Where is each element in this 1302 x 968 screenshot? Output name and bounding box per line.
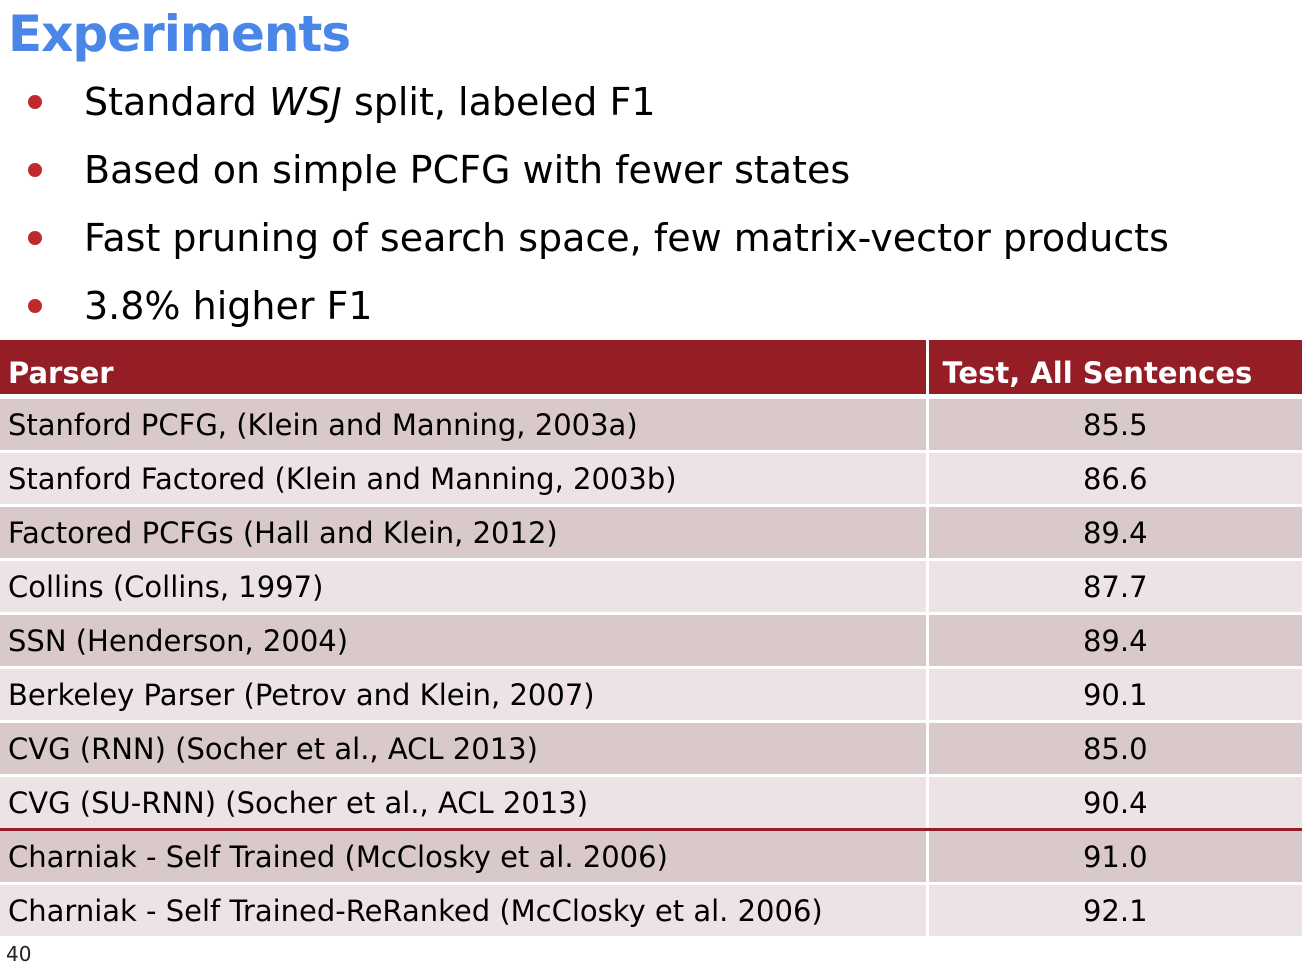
bullet-dot-icon xyxy=(28,299,42,313)
parser-cell: Collins (Collins, 1997) xyxy=(0,559,929,615)
table-row: Charniak - Self Trained (McClosky et al.… xyxy=(0,829,1302,885)
slide-number: 40 xyxy=(6,942,32,966)
score-cell: 89.4 xyxy=(927,613,1302,669)
table-row: CVG (RNN) (Socher et al., ACL 2013) 85.0 xyxy=(0,721,1302,777)
bullet-item: Based on simple PCFG with fewer states xyxy=(0,136,1302,204)
table-row: Stanford PCFG, (Klein and Manning, 2003a… xyxy=(0,396,1302,453)
table-row: SSN (Henderson, 2004) 89.4 xyxy=(0,613,1302,669)
score-cell: 91.0 xyxy=(927,829,1302,885)
table-header-row: Parser Test, All Sentences xyxy=(0,340,1302,399)
bullet-list: Standard WSJ split, labeled F1 Based on … xyxy=(0,68,1302,340)
bullet-text: Based on simple PCFG with fewer states xyxy=(84,148,851,192)
bullet-item: Standard WSJ split, labeled F1 xyxy=(0,68,1302,136)
parser-cell: Berkeley Parser (Petrov and Klein, 2007) xyxy=(0,667,929,723)
score-cell: 92.1 xyxy=(927,883,1302,939)
parser-cell: Factored PCFGs (Hall and Klein, 2012) xyxy=(0,505,929,561)
parser-cell: CVG (RNN) (Socher et al., ACL 2013) xyxy=(0,721,929,777)
table-row: Factored PCFGs (Hall and Klein, 2012) 89… xyxy=(0,505,1302,561)
score-cell: 85.5 xyxy=(927,396,1302,453)
results-table: Parser Test, All Sentences Stanford PCFG… xyxy=(0,340,1302,939)
bullet-text: 3.8% higher F1 xyxy=(84,284,373,328)
table-row: Charniak - Self Trained-ReRanked (McClos… xyxy=(0,883,1302,939)
bullet-text: Fast pruning of search space, few matrix… xyxy=(84,216,1169,260)
bullet-text: Standard WSJ split, labeled F1 xyxy=(84,68,656,136)
score-cell: 89.4 xyxy=(927,505,1302,561)
bullet-item: 3.8% higher F1 xyxy=(0,272,1302,340)
bullet-text-part: split, labeled F1 xyxy=(341,80,656,124)
slide-title: Experiments xyxy=(8,5,351,63)
bullet-dot-icon xyxy=(28,163,42,177)
parser-cell: Stanford Factored (Klein and Manning, 20… xyxy=(0,451,929,507)
table-row: Collins (Collins, 1997) 87.7 xyxy=(0,559,1302,615)
score-cell: 86.6 xyxy=(927,451,1302,507)
parser-cell: SSN (Henderson, 2004) xyxy=(0,613,929,669)
score-cell: 85.0 xyxy=(927,721,1302,777)
score-cell: 90.1 xyxy=(927,667,1302,723)
bullet-dot-icon xyxy=(28,95,42,109)
bullet-text-part: Standard xyxy=(84,80,269,124)
parser-cell: Stanford PCFG, (Klein and Manning, 2003a… xyxy=(0,396,929,453)
parser-cell: Charniak - Self Trained-ReRanked (McClos… xyxy=(0,883,929,939)
table-row: CVG (SU-RNN) (Socher et al., ACL 2013) 9… xyxy=(0,775,1302,831)
parser-cell: Charniak - Self Trained (McClosky et al.… xyxy=(0,829,929,885)
score-cell: 90.4 xyxy=(927,775,1302,831)
bullet-item: Fast pruning of search space, few matrix… xyxy=(0,204,1302,272)
column-header-score: Test, All Sentences xyxy=(927,340,1302,399)
parser-cell: CVG (SU-RNN) (Socher et al., ACL 2013) xyxy=(0,775,929,831)
bullet-text-emphasis: WSJ xyxy=(268,80,342,124)
score-cell: 87.7 xyxy=(927,559,1302,615)
table-row: Berkeley Parser (Petrov and Klein, 2007)… xyxy=(0,667,1302,723)
table-row: Stanford Factored (Klein and Manning, 20… xyxy=(0,451,1302,507)
bullet-dot-icon xyxy=(28,231,42,245)
column-header-parser: Parser xyxy=(0,340,929,399)
